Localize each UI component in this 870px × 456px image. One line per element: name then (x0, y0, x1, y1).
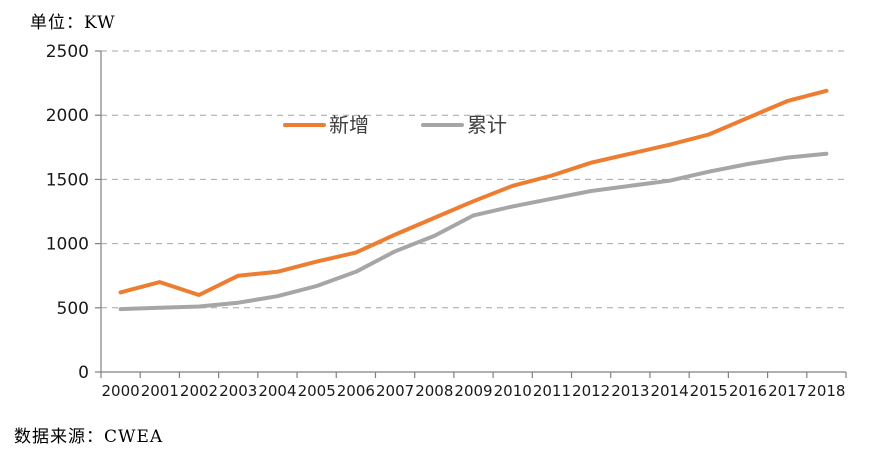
x-tick-label: 2009 (454, 382, 492, 400)
x-tick-label: 2000 (102, 382, 140, 400)
unit-label: 单位：KW (30, 13, 116, 33)
chart-legend: 新增 累计 (283, 115, 507, 135)
series-line-cumulative (118, 151, 829, 312)
legend-item-new: 新增 (283, 115, 369, 135)
legend-label-cumulative: 累计 (467, 113, 507, 137)
x-tick-label: 2002 (180, 382, 218, 400)
y-tick-label: 500 (57, 299, 89, 319)
x-tick-label: 2008 (415, 382, 453, 400)
y-tick-label: 2000 (46, 106, 89, 126)
legend-item-cumulative: 累计 (421, 115, 507, 135)
x-tick-label: 2011 (533, 382, 571, 400)
x-tick-label: 2004 (258, 382, 296, 400)
x-tick-label: 2014 (650, 382, 688, 400)
x-tick-label: 2012 (572, 382, 610, 400)
x-tick-label: 2015 (690, 382, 728, 400)
legend-label-new: 新增 (329, 113, 369, 137)
x-tick-label: 2018 (807, 382, 845, 400)
x-tick-label: 2005 (298, 382, 336, 400)
data-source-label: 数据来源：CWEA (14, 427, 164, 447)
series-line-new (118, 88, 829, 297)
x-tick-label: 2007 (376, 382, 414, 400)
y-tick-label: 0 (78, 363, 89, 383)
y-tick-label: 2500 (46, 42, 89, 62)
x-tick-label: 2013 (611, 382, 649, 400)
y-tick-label: 1500 (46, 170, 89, 190)
x-tick-label: 2017 (768, 382, 806, 400)
x-tick-label: 2003 (219, 382, 257, 400)
y-tick-label: 1000 (46, 235, 89, 255)
x-tick-label: 2006 (337, 382, 375, 400)
x-tick-label: 2016 (729, 382, 767, 400)
x-tick-label: 2010 (494, 382, 532, 400)
new-series-line-swatch-icon (283, 123, 326, 127)
cumulative-series-line-swatch-icon (421, 123, 464, 127)
x-tick-label: 2001 (141, 382, 179, 400)
